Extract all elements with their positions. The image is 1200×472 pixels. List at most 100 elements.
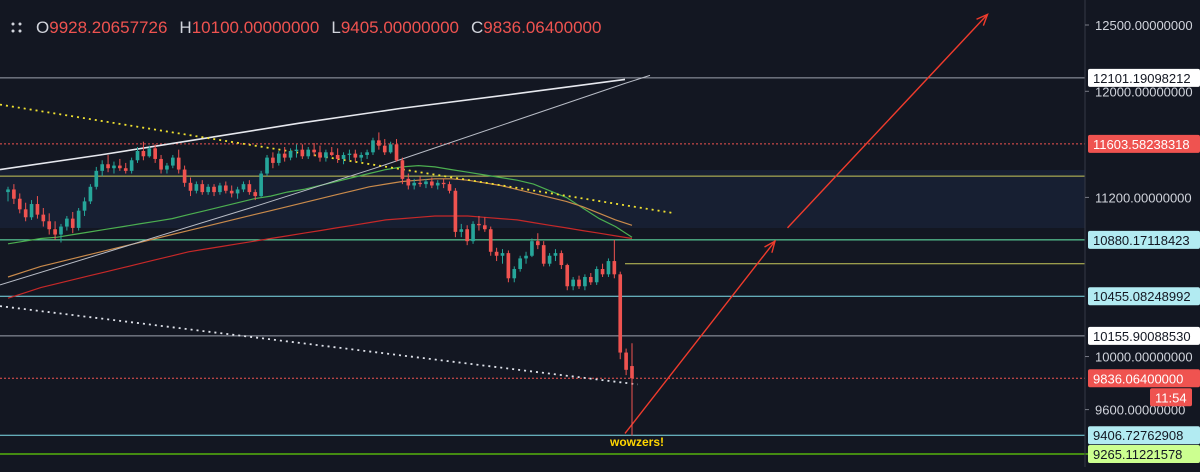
- candle-body[interactable]: [353, 153, 358, 158]
- candle-body[interactable]: [541, 245, 546, 264]
- candle-body[interactable]: [76, 210, 81, 228]
- candle-body[interactable]: [518, 258, 522, 270]
- dots-menu-icon[interactable]: [10, 21, 24, 35]
- candle-body[interactable]: [23, 209, 28, 218]
- candle-body[interactable]: [547, 255, 552, 264]
- candle-body[interactable]: [171, 157, 175, 166]
- candle-body[interactable]: [88, 186, 93, 202]
- price-tag-2[interactable]: [1088, 230, 1200, 249]
- candle-body[interactable]: [500, 253, 505, 256]
- candle-body[interactable]: [447, 184, 452, 191]
- candle-body[interactable]: [400, 160, 405, 179]
- candle-body[interactable]: [506, 253, 511, 279]
- candle-body[interactable]: [329, 152, 334, 155]
- candle-body[interactable]: [571, 279, 575, 287]
- candle-body[interactable]: [565, 265, 570, 287]
- candle-body[interactable]: [123, 168, 128, 171]
- price-tag-7[interactable]: [1088, 445, 1200, 463]
- price-axis[interactable]: 12500.00000000 12000.00000000 11200.000000…: [1084, 0, 1200, 467]
- candle-body[interactable]: [377, 140, 381, 146]
- candle-body[interactable]: [294, 149, 299, 151]
- candle-body[interactable]: [241, 184, 246, 190]
- candle-body[interactable]: [583, 276, 587, 287]
- candle-body[interactable]: [600, 269, 605, 275]
- candle-body[interactable]: [441, 182, 446, 185]
- candle-body[interactable]: [47, 221, 52, 230]
- candle-body[interactable]: [206, 186, 210, 193]
- candle-body[interactable]: [430, 181, 434, 186]
- candle-body[interactable]: [17, 198, 22, 210]
- candle-body[interactable]: [94, 170, 99, 187]
- candle-body[interactable]: [159, 158, 163, 170]
- price-tag-5[interactable]: [1088, 369, 1200, 388]
- candle-body[interactable]: [35, 204, 40, 215]
- candle-body[interactable]: [12, 189, 16, 199]
- candle-body[interactable]: [235, 189, 240, 194]
- candle-body[interactable]: [218, 185, 222, 193]
- candle-body[interactable]: [424, 181, 428, 185]
- candle-body[interactable]: [606, 261, 611, 275]
- candle-body[interactable]: [418, 182, 422, 185]
- candle-body[interactable]: [112, 165, 116, 169]
- candle-body[interactable]: [318, 152, 322, 158]
- candle-body[interactable]: [29, 204, 34, 218]
- candle-body[interactable]: [200, 184, 205, 193]
- candle-body[interactable]: [594, 269, 599, 283]
- candle-body[interactable]: [165, 165, 169, 170]
- candle-body[interactable]: [382, 145, 387, 153]
- candle-body[interactable]: [253, 192, 258, 197]
- candle-body[interactable]: [53, 229, 57, 235]
- candle-body[interactable]: [371, 140, 375, 153]
- candle-body[interactable]: [471, 223, 475, 242]
- candle-body[interactable]: [359, 154, 364, 158]
- candle-body[interactable]: [412, 182, 417, 186]
- candle-body[interactable]: [6, 189, 10, 193]
- candle-body[interactable]: [618, 274, 623, 353]
- candle-body[interactable]: [388, 144, 393, 153]
- candle-body[interactable]: [341, 154, 346, 159]
- candle-body[interactable]: [70, 218, 75, 228]
- candle-body[interactable]: [312, 149, 316, 153]
- candle-body[interactable]: [347, 153, 352, 155]
- candle-body[interactable]: [406, 178, 411, 186]
- candle-body[interactable]: [488, 229, 493, 252]
- candle-body[interactable]: [559, 253, 564, 266]
- candles[interactable]: [6, 132, 634, 436]
- candle-body[interactable]: [394, 144, 399, 161]
- candle-body[interactable]: [118, 165, 122, 169]
- candle-body[interactable]: [335, 154, 340, 159]
- candle-body[interactable]: [41, 214, 46, 222]
- candle-body[interactable]: [300, 149, 305, 157]
- candle-body[interactable]: [188, 182, 193, 191]
- price-tag-0[interactable]: [1088, 68, 1200, 87]
- candle-body[interactable]: [577, 279, 581, 287]
- candle-body[interactable]: [477, 223, 481, 226]
- candle-body[interactable]: [588, 276, 593, 283]
- candle-body[interactable]: [100, 164, 105, 171]
- candle-body[interactable]: [282, 153, 287, 158]
- candle-body[interactable]: [135, 150, 140, 161]
- candle-body[interactable]: [106, 164, 110, 169]
- candle-body[interactable]: [324, 152, 328, 158]
- candle-body[interactable]: [194, 184, 199, 191]
- candle-body[interactable]: [288, 150, 293, 158]
- candle-body[interactable]: [229, 190, 234, 194]
- candle-body[interactable]: [223, 185, 228, 191]
- candle-body[interactable]: [465, 229, 469, 242]
- candle-body[interactable]: [59, 226, 63, 235]
- candle-body[interactable]: [612, 261, 617, 275]
- candle-body[interactable]: [176, 157, 181, 170]
- candle-body[interactable]: [259, 173, 263, 197]
- price-tag-4[interactable]: [1088, 326, 1200, 345]
- candle-body[interactable]: [524, 255, 528, 259]
- candle-body[interactable]: [459, 229, 464, 232]
- candle-body[interactable]: [82, 201, 87, 211]
- candle-body[interactable]: [512, 269, 517, 279]
- candle-body[interactable]: [553, 253, 558, 256]
- price-tag-1[interactable]: [1088, 134, 1200, 153]
- candle-body[interactable]: [247, 184, 252, 193]
- candle-body[interactable]: [276, 153, 281, 163]
- candle-body[interactable]: [212, 186, 216, 193]
- candle-body[interactable]: [141, 150, 146, 157]
